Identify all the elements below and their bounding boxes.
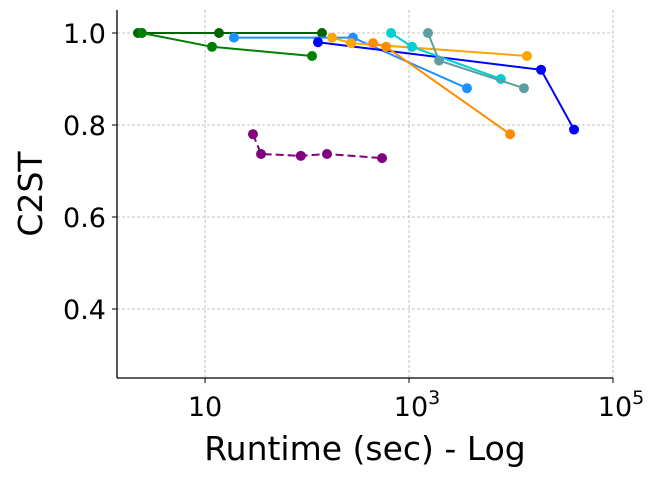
data-point-purple xyxy=(256,148,267,159)
y-tick-label: 0.6 xyxy=(63,203,106,234)
x-tick-label: 10 xyxy=(188,392,222,423)
x-axis-label: Runtime (sec) - Log xyxy=(204,429,526,468)
axes: 10 103 105 0.4 0.6 0.8 1.0 xyxy=(63,10,644,423)
data-point-orange xyxy=(522,51,533,61)
data-point-dodgerblue xyxy=(228,32,239,43)
grid xyxy=(117,10,614,378)
series-darkorange xyxy=(368,38,516,140)
series-blue xyxy=(312,37,580,135)
data-point-orange xyxy=(327,32,338,43)
data-point-purple xyxy=(377,153,388,164)
series-darkturquoise xyxy=(386,28,506,84)
data-point-cadetblue xyxy=(423,28,434,38)
series-purple xyxy=(247,129,388,164)
series-line-green xyxy=(141,32,313,57)
series-green xyxy=(136,28,318,61)
data-point-green xyxy=(136,28,147,38)
data-point-blue xyxy=(569,124,580,135)
data-point-blue xyxy=(312,37,323,48)
x-tick-label: 103 xyxy=(394,387,440,423)
data-point-purple xyxy=(295,150,306,161)
data-point-darkorange xyxy=(368,38,379,49)
data-point-green xyxy=(206,41,217,52)
y-tick-label: 0.8 xyxy=(63,111,106,142)
series-orange xyxy=(327,32,533,61)
data-point-darkturquoise xyxy=(386,28,397,38)
data-point-green xyxy=(307,51,318,61)
data-point-cadetblue xyxy=(434,55,445,66)
series-group xyxy=(132,28,580,164)
data-point-darkorange xyxy=(505,129,516,140)
data-point-orange xyxy=(346,38,357,49)
data-point-darkgreen xyxy=(213,28,224,38)
data-point-purple xyxy=(322,148,333,159)
y-tick-label: 1.0 xyxy=(63,19,106,50)
series-dodgerblue xyxy=(228,32,472,94)
x-tick-label: 105 xyxy=(598,387,644,423)
data-point-dodgerblue xyxy=(461,83,472,94)
series-line-purple xyxy=(252,133,383,160)
data-point-darkorange xyxy=(381,41,392,52)
data-point-darkgreen xyxy=(316,28,327,38)
series-cadetblue xyxy=(423,28,529,94)
data-point-blue xyxy=(536,64,547,75)
y-axis-label: C2ST xyxy=(11,151,50,237)
series-line-blue xyxy=(317,41,575,131)
y-tick-label: 0.4 xyxy=(63,295,106,326)
data-point-cadetblue xyxy=(518,83,529,94)
series-line-darkturquoise xyxy=(390,32,502,80)
data-point-darkturquoise xyxy=(407,41,418,52)
data-point-purple xyxy=(247,129,258,140)
